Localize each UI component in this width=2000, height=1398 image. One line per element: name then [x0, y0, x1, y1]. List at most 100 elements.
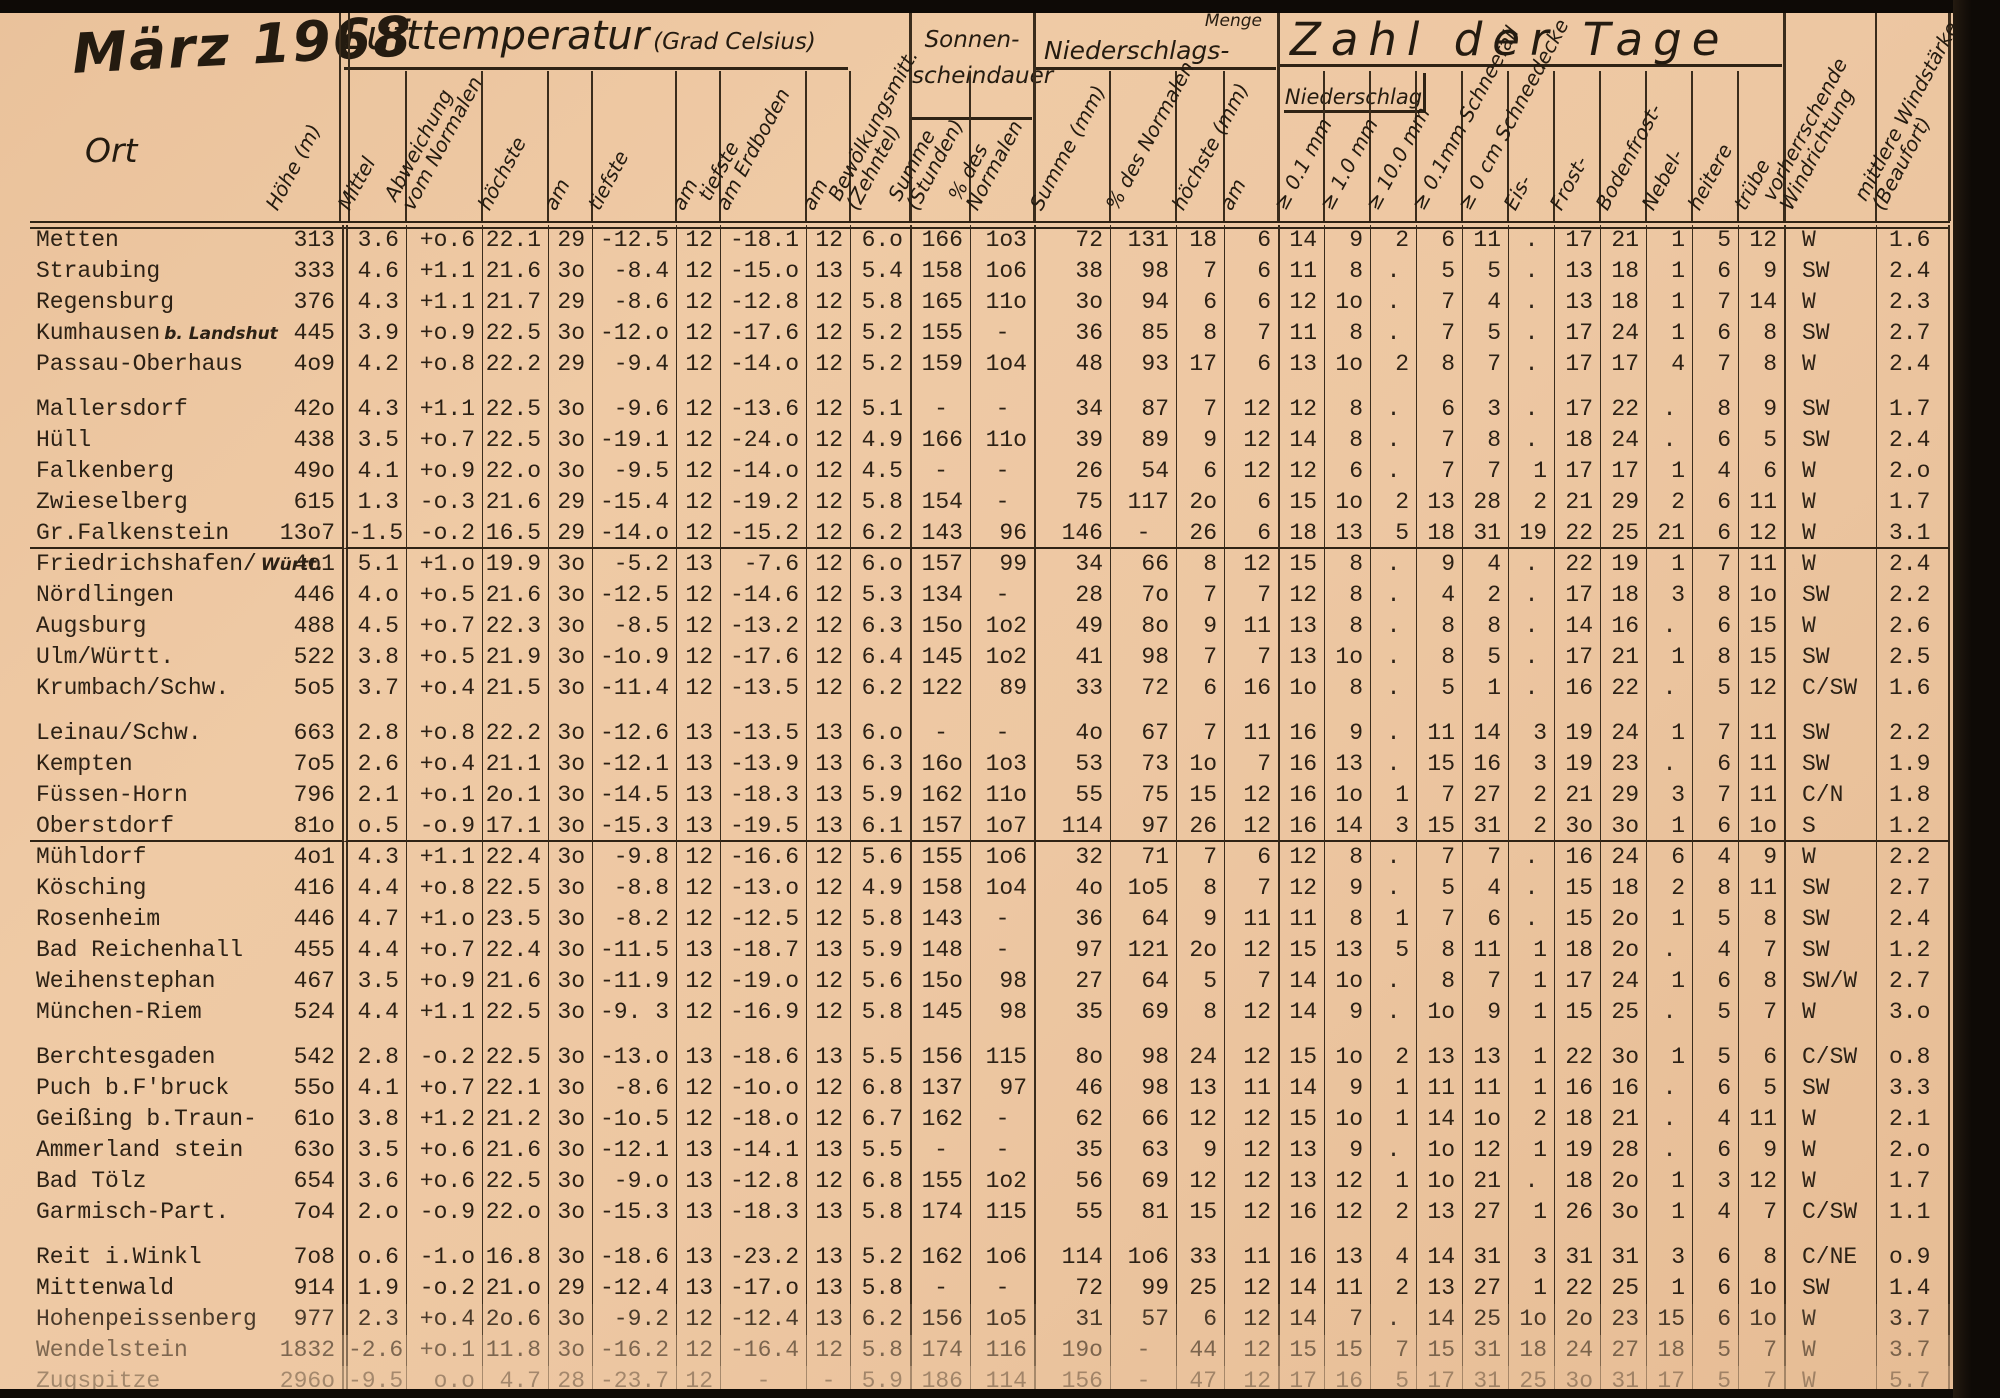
cell-tage-schneedecke: 4: [1462, 549, 1508, 580]
station-name: Oberstdorf: [36, 813, 175, 839]
temp-unit: (Grad Celsius): [653, 29, 816, 55]
cell-am-tiefste: [676, 1028, 720, 1042]
station-name: Wendelstein: [36, 1337, 188, 1363]
cell-am-tiefste: 13: [676, 549, 720, 580]
cell-ort: [30, 704, 270, 718]
cell-tage-100mm: 2: [1370, 1042, 1416, 1073]
cell-tage-eis: .: [1508, 1166, 1554, 1197]
cell-bewoelkung: 5.1: [850, 394, 910, 425]
cell-ns-prozent: 69: [1110, 997, 1176, 1028]
cell-tage-truebe: 9: [1738, 1135, 1784, 1166]
cell-tage-frost: 18: [1554, 1166, 1600, 1197]
cell-sonne-summe: -: [910, 456, 970, 487]
cell-sonne-summe: -: [910, 1135, 970, 1166]
cell-am-tiefste: [676, 380, 720, 394]
cell-ort: Puch b.F'bruck: [30, 1073, 270, 1104]
cell-windstaerke: 3.o: [1876, 997, 1950, 1028]
cell-tiefste-erdboden: -16.6: [720, 842, 806, 873]
cell-tage-bodenfrost: 3o: [1600, 811, 1646, 842]
cell-hoechste: 19.9: [482, 549, 548, 580]
station-name: Hüll: [36, 427, 92, 453]
cell-tage-truebe: 5: [1738, 1073, 1784, 1104]
cell-tage-heiter: 7: [1692, 780, 1738, 811]
cell-tage-eis: .: [1508, 394, 1554, 425]
cell-tage-heiter: 6: [1692, 318, 1738, 349]
cell-tage-schneefall: 13: [1416, 1197, 1462, 1228]
cell-mittel: o.6: [342, 1242, 406, 1273]
cell-tage-heiter: 7: [1692, 549, 1738, 580]
station-name: Mühldorf: [36, 844, 147, 870]
cell-ns-summe: 4o: [1034, 873, 1110, 904]
cell-mittel: 3.5: [342, 425, 406, 456]
cell-tage-nebel: .: [1646, 425, 1692, 456]
station-name: Nördlingen: [36, 582, 175, 608]
cell-tage-schneedecke: 31: [1462, 811, 1508, 842]
cell-tiefste-erdboden: -18.3: [720, 1197, 806, 1228]
cell-ns-summe: 114: [1034, 1242, 1110, 1273]
cell-tage-01mm: 12: [1278, 873, 1324, 904]
cell-tage-nebel: 3: [1646, 1242, 1692, 1273]
cell-windstaerke: 1.4: [1876, 1273, 1950, 1304]
cell-ort: Reit i.Winkl: [30, 1242, 270, 1273]
cell-abweichung: +o.7: [406, 1073, 482, 1104]
cell-am-tiefste: 13: [676, 780, 720, 811]
table-row: Straubing 333 4.6 +1.1 21.6 3o -8.4 12 -15.o 13 5.…: [30, 256, 1950, 287]
cell-tage-nebel: 1: [1646, 966, 1692, 997]
cell-tiefste: -12.5: [592, 225, 676, 256]
station-name: Zwieselberg: [36, 489, 188, 515]
cell-tage-truebe: 11: [1738, 1104, 1784, 1135]
cell-tage-heiter: 8: [1692, 873, 1738, 904]
cell-hoechste: 21.6: [482, 1135, 548, 1166]
cell-windstaerke: [1876, 1028, 1950, 1042]
cell-bewoelkung: 5.8: [850, 287, 910, 318]
cell-tage-01mm: 15: [1278, 1104, 1324, 1135]
cell-tiefste: -8.4: [592, 256, 676, 287]
cell-bewoelkung: 4.9: [850, 425, 910, 456]
cell-tiefste: -8.6: [592, 287, 676, 318]
cell-am-erdboden: 12: [806, 518, 850, 549]
cell-sonne-summe: 158: [910, 256, 970, 287]
cell-hoehe: 488: [293, 613, 335, 639]
cell-tage-bodenfrost: 23: [1600, 749, 1646, 780]
cell-ort: Weihenstephan: [30, 966, 270, 997]
cell-sonne-prozent: 11o: [970, 287, 1034, 318]
cell-tage-bodenfrost: 18: [1600, 873, 1646, 904]
cell-tage-bodenfrost: 18: [1600, 287, 1646, 318]
cell-windstaerke: 1.7: [1876, 1166, 1950, 1197]
cell-tage-01mm: 13: [1278, 611, 1324, 642]
cell-am-hoechste: 3o: [548, 673, 592, 704]
cell-sonne-prozent: -: [970, 1104, 1034, 1135]
cell-tage-bodenfrost: [1600, 380, 1646, 394]
cell-ns-am: 6: [1224, 287, 1278, 318]
cell-tage-schneedecke: 1: [1462, 673, 1508, 704]
cell-ort: Oberstdorf: [30, 811, 270, 842]
cell-sonne-summe: 145: [910, 997, 970, 1028]
cell-tage-eis: .: [1508, 287, 1554, 318]
table-row: Puch b.F'bruck 55o 4.1 +o.7 22.1 3o -8.6 12 -1o.…: [30, 1073, 1950, 1104]
cell-windstaerke: [1876, 380, 1950, 394]
cell-ns-summe: 46: [1034, 1073, 1110, 1104]
cell-am-hoechste: 3o: [548, 1073, 592, 1104]
cell-ns-prozent: 64: [1110, 966, 1176, 997]
cell-tage-10mm: 11: [1324, 1273, 1370, 1304]
cell-tage-schneefall: 7: [1416, 456, 1462, 487]
cell-ns-summe: 26: [1034, 456, 1110, 487]
cell-tage-nebel: .: [1646, 1104, 1692, 1135]
cell-sonne-summe: 157: [910, 811, 970, 842]
cell-tage-bodenfrost: 2o: [1600, 904, 1646, 935]
cell-am-hoechste: 3o: [548, 1104, 592, 1135]
cell-tiefste: -11.4: [592, 673, 676, 704]
cell-hoechste: 22.4: [482, 842, 548, 873]
cell-tage-heiter: [1692, 380, 1738, 394]
cell-tiefste: -1o.9: [592, 642, 676, 673]
cell-sonne-summe: [910, 1228, 970, 1242]
cell-tage-eis: 3: [1508, 1242, 1554, 1273]
cell-tiefste-erdboden: [720, 380, 806, 394]
cell-hoehe: 4o1: [293, 551, 335, 577]
cell-am-hoechste: 3o: [548, 1304, 592, 1335]
cell-tage-frost: 31: [1554, 1242, 1600, 1273]
cell-ort: München-Riem: [30, 997, 270, 1028]
cell-tiefste: -8.8: [592, 873, 676, 904]
cell-tage-100mm: 2: [1370, 1197, 1416, 1228]
cell-tage-10mm: 9: [1324, 997, 1370, 1028]
